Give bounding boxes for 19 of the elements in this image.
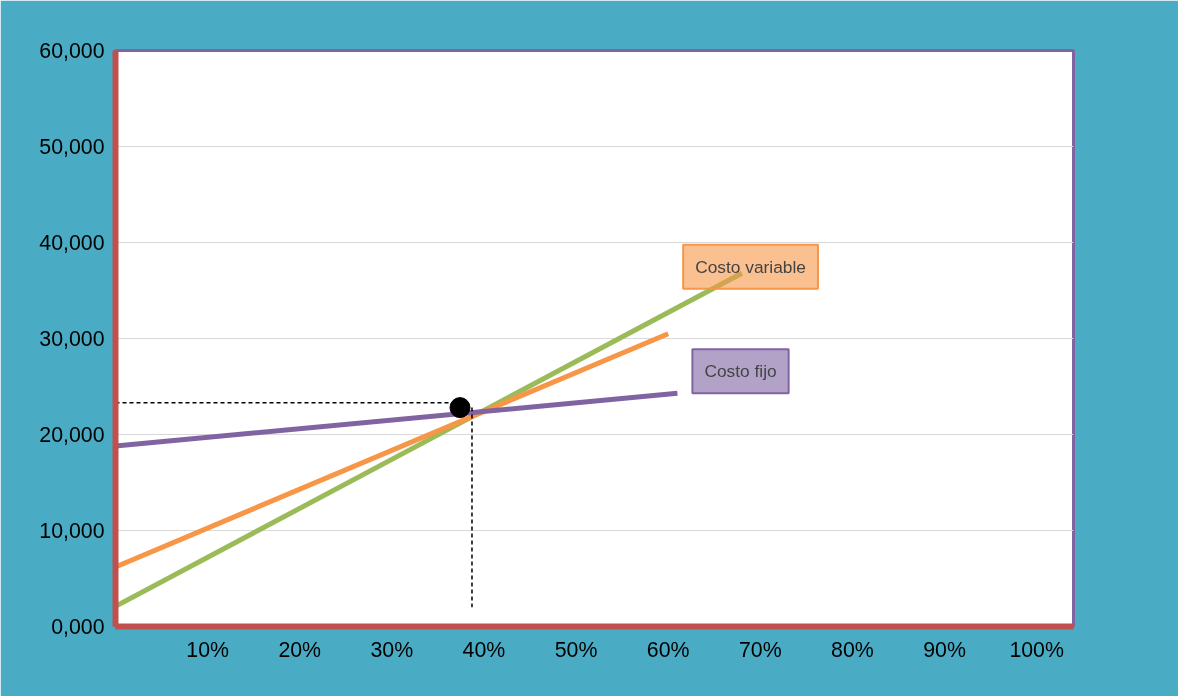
series-label: Costo fijo — [704, 361, 777, 382]
text: Costo variable — [695, 256, 806, 277]
y-tick-label: 0,000 — [51, 615, 105, 639]
x-tick-label: 30% — [370, 637, 414, 662]
y-tick-label: 20,000 — [39, 423, 105, 447]
x-tick-label: 40% — [462, 637, 506, 662]
y-tick-label: 40,000 — [39, 231, 105, 255]
x-tick-label: 80% — [831, 637, 874, 662]
y-tick-label: 50,000 — [39, 135, 105, 159]
x-tick-label: 10% — [186, 637, 229, 662]
y-tick-label: 30,000 — [39, 327, 105, 351]
x-tick-label: 60% — [646, 637, 690, 662]
x-tick-label: 50% — [554, 637, 598, 662]
x-tick-label: 20% — [278, 637, 322, 662]
y-tick-label: 10,000 — [39, 519, 105, 543]
x-tick-label: 100% — [1009, 637, 1064, 662]
x-tick-label: 90% — [923, 637, 966, 662]
y-tick-label: 60,000 — [39, 39, 105, 63]
x-tick-label: 70% — [738, 637, 782, 662]
